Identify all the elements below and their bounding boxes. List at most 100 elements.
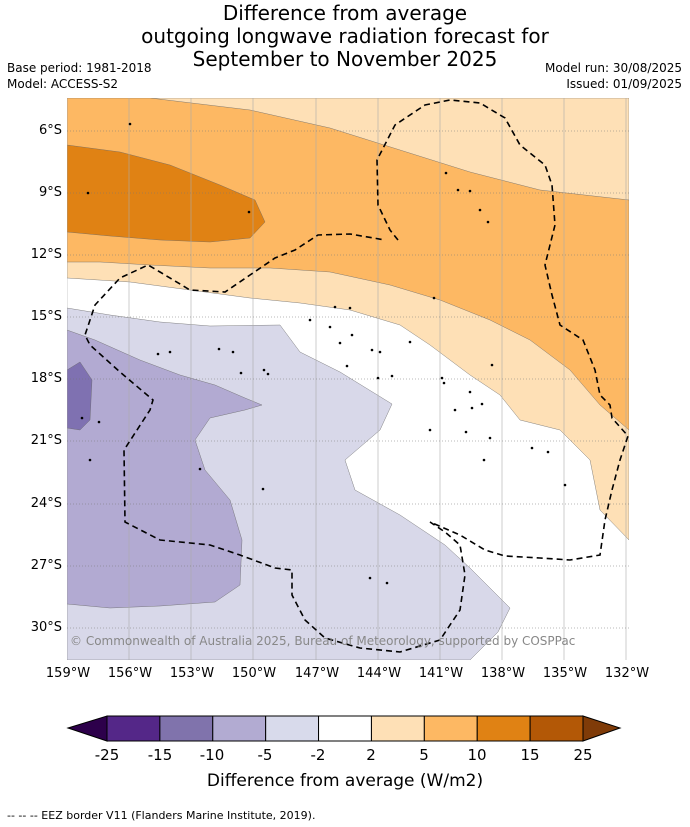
colorbar-tick: 10	[467, 746, 487, 764]
colorbar-under-triangle	[66, 715, 108, 742]
model-name: Model: ACCESS-S2	[7, 77, 119, 91]
island	[480, 402, 484, 406]
colorbar-tick: 5	[419, 746, 429, 764]
island	[80, 416, 84, 420]
island	[490, 363, 494, 367]
colorbar-tick: -2	[310, 746, 326, 764]
colorbar-tick: 25	[573, 746, 593, 764]
island	[338, 341, 342, 345]
island	[333, 305, 337, 309]
lat-label: 9°S	[38, 185, 62, 200]
island	[231, 350, 235, 354]
island	[488, 436, 492, 440]
colorbar	[66, 715, 622, 742]
island	[368, 576, 372, 580]
lat-label: 18°S	[30, 371, 62, 386]
island	[442, 381, 446, 385]
map-title: Difference from average outgoing longwav…	[0, 2, 690, 71]
meta-right: Model run: 30/08/2025 Issued: 01/09/2025	[545, 60, 682, 92]
island	[168, 350, 172, 354]
colorbar-over-triangle	[582, 715, 622, 742]
islands	[80, 122, 567, 585]
meta-left: Base period: 1981-2018 Model: ACCESS-S2	[7, 60, 152, 92]
island	[432, 296, 436, 300]
island	[370, 348, 374, 352]
colorbar-cell	[106, 715, 161, 742]
lon-label: 141°W	[418, 666, 464, 681]
island	[390, 374, 394, 378]
island	[563, 483, 567, 487]
model-run: Model run: 30/08/2025	[544, 61, 682, 75]
island	[453, 408, 457, 412]
island	[456, 188, 460, 192]
colorbar-cell	[265, 715, 320, 742]
island	[530, 446, 534, 450]
base-period: Base period: 1981-2018	[7, 61, 152, 75]
island	[378, 350, 382, 354]
island	[198, 467, 202, 471]
colorbar-cell	[423, 715, 478, 742]
island	[86, 191, 90, 195]
island	[464, 430, 468, 434]
island	[478, 208, 482, 212]
zone-neg10-neg5	[67, 329, 263, 609]
island	[350, 333, 354, 337]
lat-label: 6°S	[38, 123, 62, 138]
island	[308, 318, 312, 322]
gridlines	[67, 98, 629, 660]
colorbar-title: Difference from average (W/m2)	[206, 771, 484, 791]
island	[328, 325, 332, 329]
title-line-1: Difference from average	[222, 1, 468, 25]
island	[546, 450, 550, 454]
lon-label: 150°W	[231, 666, 277, 681]
island	[408, 340, 412, 344]
lat-label: 27°S	[30, 558, 62, 573]
island	[486, 220, 490, 224]
issued-date: Issued: 01/09/2025	[566, 77, 682, 91]
island	[97, 420, 101, 424]
copyright-notice: © Commonwealth of Australia 2025, Bureau…	[70, 634, 576, 648]
island	[440, 376, 444, 380]
island	[482, 458, 486, 462]
island	[261, 487, 265, 491]
lon-label: 132°W	[604, 666, 650, 681]
lat-label: 24°S	[30, 496, 62, 511]
colorbar-cell	[159, 715, 214, 742]
island	[345, 364, 349, 368]
title-line-2: outgoing longwave radiation forecast for	[141, 24, 549, 48]
lat-label: 15°S	[30, 309, 62, 324]
island	[468, 189, 472, 193]
colorbar-tick: -5	[257, 746, 273, 764]
island	[468, 390, 472, 394]
lon-label: 147°W	[294, 666, 340, 681]
eez-legend: -- -- -- EEZ border V11 (Flanders Marine…	[7, 809, 316, 822]
colorbar-tick: 15	[520, 746, 540, 764]
colorbar-cell	[476, 715, 531, 742]
zone-p10-15	[67, 144, 266, 243]
colorbar-cells	[106, 715, 584, 742]
island	[348, 306, 352, 310]
island	[444, 171, 448, 175]
island	[376, 376, 380, 380]
colorbar-tick: -10	[199, 746, 225, 764]
colorbar-cell	[212, 715, 267, 742]
island	[128, 122, 132, 126]
colorbar-tick: 2	[366, 746, 376, 764]
island	[428, 428, 432, 432]
colorbar-cell	[370, 715, 425, 742]
lat-label: 12°S	[30, 247, 62, 262]
island	[217, 347, 221, 351]
colorbar-tick: -15	[147, 746, 173, 764]
lon-label: 156°W	[107, 666, 153, 681]
island	[266, 372, 270, 376]
island	[247, 210, 251, 214]
island	[470, 406, 474, 410]
colorbar-cell	[318, 715, 372, 742]
lon-label: 159°W	[45, 666, 91, 681]
lon-label: 138°W	[480, 666, 526, 681]
island	[156, 352, 160, 356]
lon-label: 144°W	[356, 666, 402, 681]
island	[385, 581, 389, 585]
lon-label: 153°W	[169, 666, 215, 681]
